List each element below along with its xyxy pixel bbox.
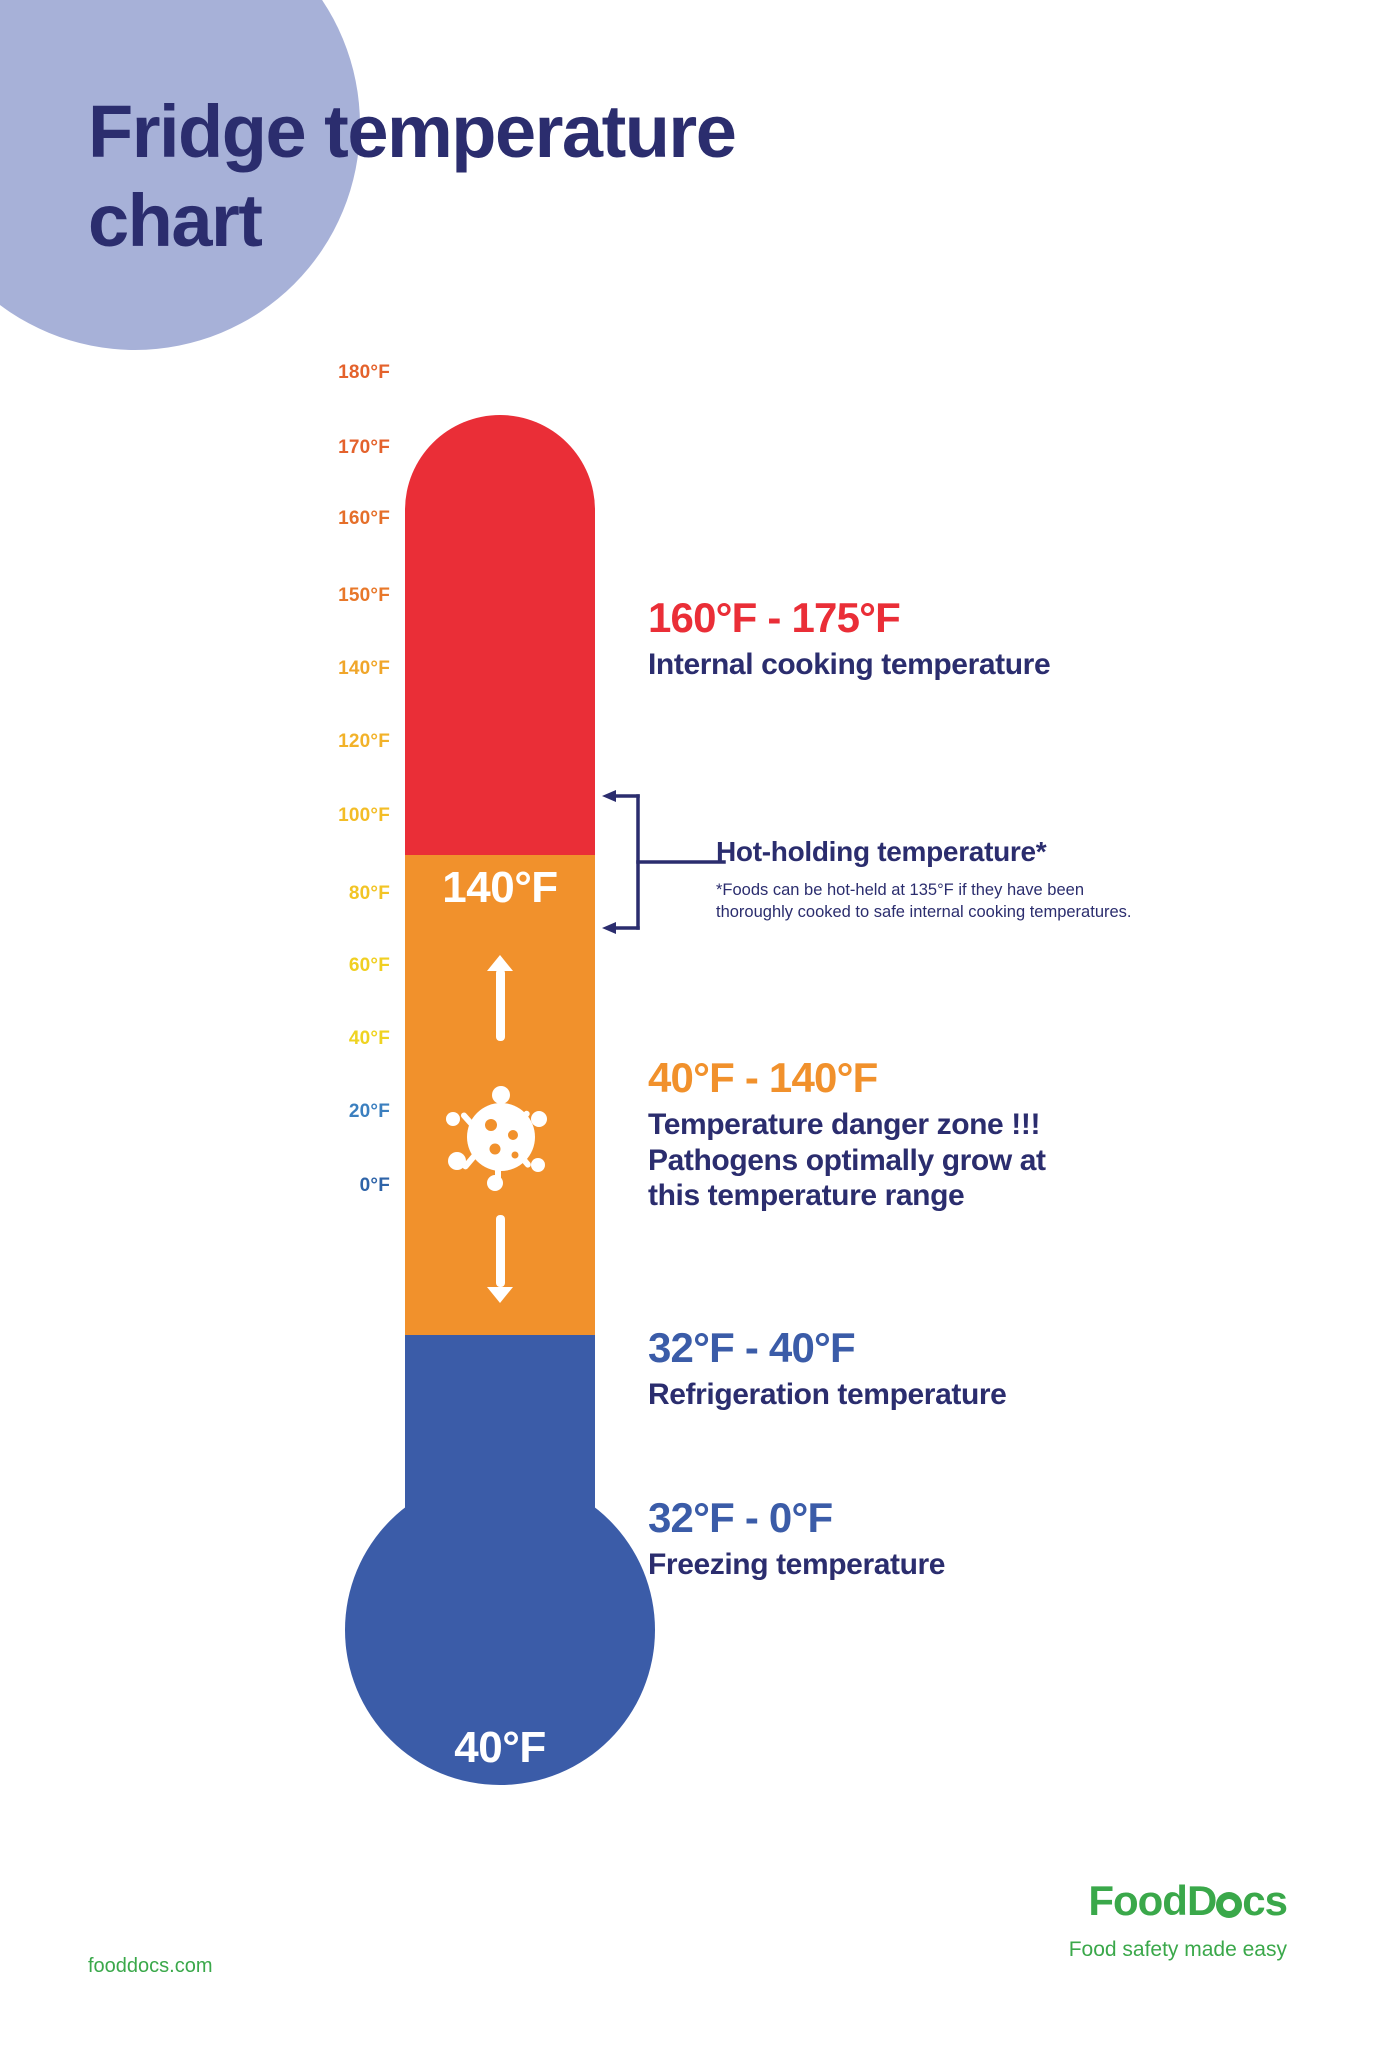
scale-tick-140: 140°F	[338, 658, 390, 679]
block-internal-cooking: 160°F - 175°F Internal cooking temperatu…	[648, 594, 1288, 683]
block-danger-heading: 40°F - 140°F	[648, 1054, 878, 1101]
logo-wordmark: FoodD cs	[1069, 1877, 1288, 1924]
callout-note-line-1: *Foods can be hot-held at 135°F if they …	[716, 881, 1085, 899]
logo-tagline: Food safety made easy	[1068, 1938, 1287, 1961]
block-refrigeration: 32°F - 40°F Refrigeration temperature	[648, 1324, 1248, 1413]
scale-tick-120: 120°F	[338, 731, 390, 752]
block-fridge-heading: 32°F - 40°F	[648, 1324, 856, 1371]
block-danger-line-1: Temperature danger zone !!!	[648, 1108, 1041, 1142]
block-freeze-heading: 32°F - 0°F	[648, 1494, 833, 1541]
scale-tick-0: 0°F	[359, 1175, 390, 1196]
fooddocs-logo[interactable]: FoodD cs Food safety made easy	[1068, 1877, 1288, 1962]
logo-part-3: D	[1186, 1877, 1217, 1924]
scale-tick-180: 180°F	[338, 362, 390, 383]
callout-title: Hot-holding temperature*	[716, 836, 1047, 867]
block-fridge-body: Refrigeration temperature	[648, 1378, 1007, 1412]
block-freezing: 32°F - 0°F Freezing temperature	[648, 1494, 1248, 1583]
scale-tick-80: 80°F	[348, 883, 390, 904]
logo-part-4: cs	[1242, 1877, 1288, 1924]
block-danger-line-3: this temperature range	[648, 1178, 965, 1212]
block-freeze-body: Freezing temperature	[648, 1548, 946, 1582]
page-title: Fridge temperature chart	[88, 88, 1088, 266]
scale-tick-150: 150°F	[338, 585, 390, 606]
block-danger-zone: 40°F - 140°F Temperature danger zone !!!…	[648, 1054, 1248, 1213]
scale-tick-100: 100°F	[338, 805, 390, 826]
thermometer-graphic: 140°F 40°F	[345, 415, 655, 1785]
logo-part-2: ood	[1112, 1877, 1188, 1924]
logo-part-1: F	[1088, 1877, 1114, 1924]
scale-tick-160: 160°F	[338, 508, 390, 529]
logo-dot-icon	[1216, 1892, 1243, 1918]
pathogen-icon	[446, 1086, 547, 1191]
scale-tick-40: 40°F	[348, 1028, 390, 1049]
scale-tick-60: 60°F	[348, 955, 390, 976]
zone-hot	[405, 415, 595, 855]
block-cooking-heading: 160°F - 175°F	[648, 594, 901, 641]
block-danger-line-2: Pathogens optimally grow at	[648, 1143, 1046, 1177]
bracket-arrow-icon	[602, 790, 726, 934]
scale-tick-170: 170°F	[338, 437, 390, 458]
title-line-2: chart	[88, 178, 263, 262]
block-cooking-body: Internal cooking temperature	[648, 648, 1051, 682]
thermometer-label-140: 140°F	[442, 863, 558, 912]
callout-footnote: *Foods can be hot-held at 135°F if they …	[716, 880, 1216, 924]
title-line-1: Fridge temperature	[88, 90, 737, 173]
scale-tick-20: 20°F	[348, 1101, 390, 1122]
thermometer-label-40: 40°F	[454, 1723, 546, 1772]
callout-note-line-2: thoroughly cooked to safe internal cooki…	[716, 902, 1132, 921]
footer-url[interactable]: fooddocs.com	[88, 1955, 213, 1977]
zone-cold	[405, 1335, 595, 1565]
